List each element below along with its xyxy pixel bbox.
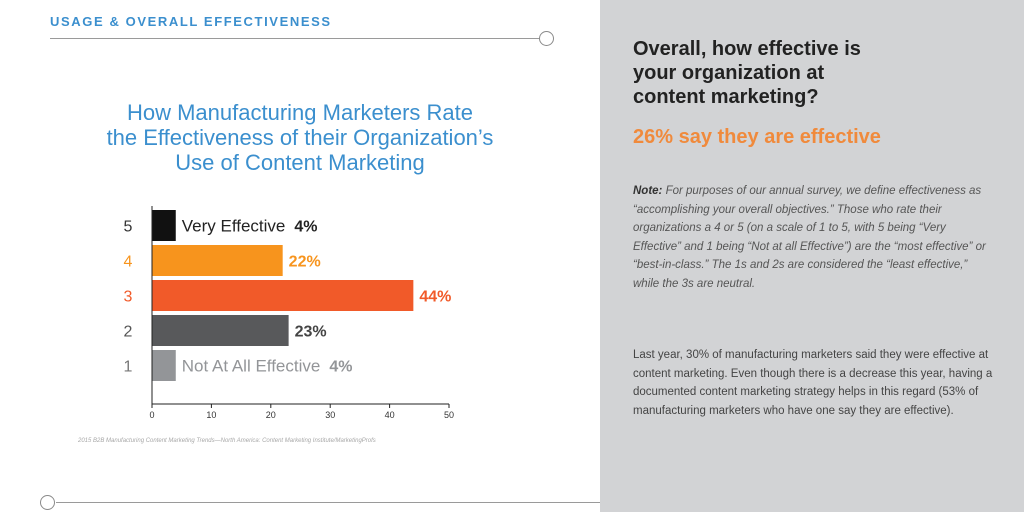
- question-line-2: your organization at: [633, 62, 825, 84]
- bar-rating-1: [152, 350, 176, 381]
- source-note: 2015 B2B Manufacturing Content Marketing…: [78, 438, 376, 444]
- x-tick-label-20: 20: [266, 410, 276, 420]
- x-tick-label-0: 0: [149, 410, 154, 420]
- body-paragraph: Last year, 30% of manufacturing marketer…: [633, 349, 993, 417]
- x-tick-label-30: 30: [325, 410, 335, 420]
- category-label-5: 5: [124, 219, 133, 236]
- note-label: Note:: [633, 185, 663, 197]
- question-line-3: content marketing?: [633, 86, 819, 108]
- value-label-2: 23%: [295, 324, 327, 341]
- bar-rating-2: [152, 315, 289, 346]
- x-tick-label-50: 50: [444, 410, 454, 420]
- sidebar-panel: [600, 0, 1024, 512]
- value-label-3: 44%: [419, 289, 451, 306]
- category-label-1: 1: [124, 359, 133, 376]
- chart-title-line-2: the Effectiveness of their Organization’…: [106, 125, 494, 150]
- question-line-1: Overall, how effective is: [633, 38, 861, 60]
- bar-rating-4: [152, 245, 283, 276]
- value-label-4: 22%: [289, 254, 321, 271]
- value-label-5: 4%: [294, 219, 317, 236]
- category-label-3: 3: [124, 289, 133, 306]
- bottom-divider-endpoint: [40, 495, 55, 510]
- effectiveness-bar-chart: 5 Very Effective 4% 4 22% 3 44% 2 23% 1 Not At All…: [124, 206, 454, 420]
- chart-title-line-3: Use of Content Marketing: [175, 150, 425, 175]
- highlight-stat: 26% say they are effective: [633, 126, 881, 148]
- top-divider-endpoint: [539, 31, 554, 46]
- category-label-4: 4: [124, 254, 133, 271]
- x-tick-label-10: 10: [206, 410, 216, 420]
- bar-description-5: Very Effective: [182, 217, 286, 236]
- x-tick-label-40: 40: [385, 410, 395, 420]
- bar-rating-5: [152, 210, 176, 241]
- chart-title-line-1: How Manufacturing Marketers Rate: [126, 100, 474, 125]
- top-divider: [50, 38, 540, 39]
- definition-note: Note: For purposes of our annual survey,…: [633, 182, 993, 293]
- value-label-1: 4%: [329, 359, 352, 376]
- chart-title: How Manufacturing Marketers Rate the Eff…: [40, 100, 560, 175]
- bar-rating-3: [152, 280, 414, 311]
- bar-description-1: Not At All Effective: [182, 357, 321, 376]
- category-label-2: 2: [124, 324, 133, 341]
- bottom-divider: [56, 502, 600, 503]
- sidebar-question: Overall, how effective is your organizat…: [633, 37, 993, 109]
- section-label: USAGE & OVERALL EFFECTIVENESS: [50, 14, 332, 29]
- chart-panel: USAGE & OVERALL EFFECTIVENESS How Manufa…: [40, 14, 600, 510]
- note-text: For purposes of our annual survey, we de…: [633, 185, 986, 290]
